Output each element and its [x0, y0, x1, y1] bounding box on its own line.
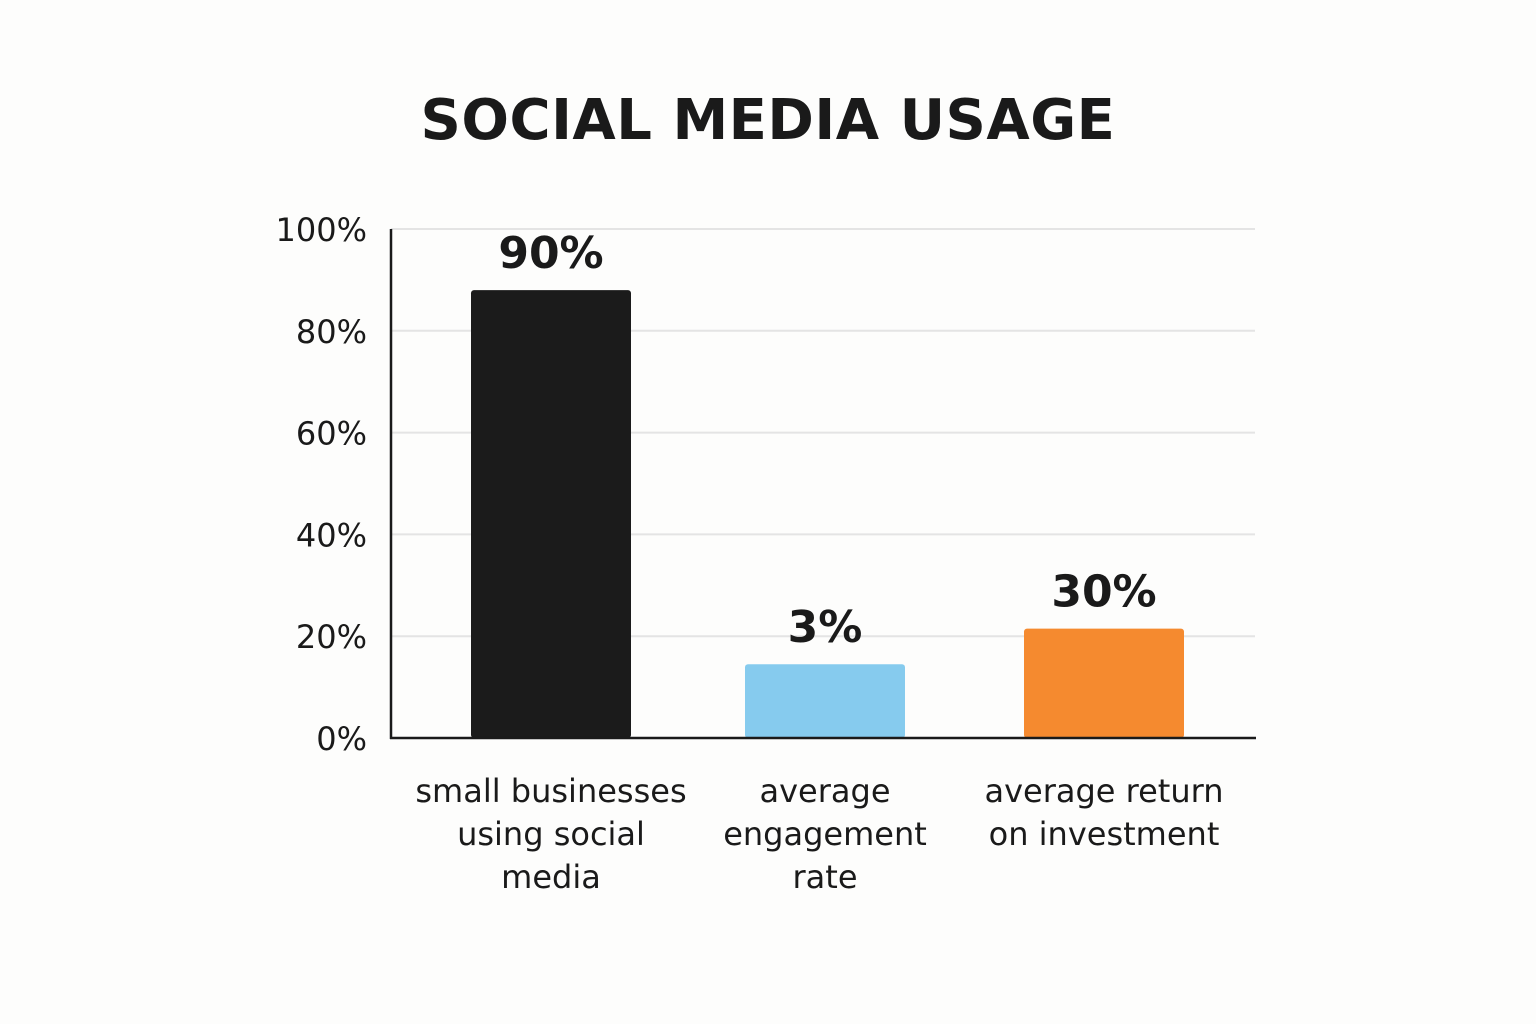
category-label: average return: [984, 772, 1223, 810]
y-tick-label: 100%: [276, 211, 367, 249]
data-label: 30%: [1051, 567, 1156, 618]
category-labels: small businesses using social media average…: [415, 772, 1223, 896]
category-label: engagement: [723, 815, 927, 853]
y-tick-label: 0%: [316, 720, 367, 758]
chart-title: SOCIAL MEDIA USAGE: [420, 88, 1116, 153]
category-label: average: [760, 772, 891, 810]
data-label: 3%: [788, 602, 863, 653]
bar: [471, 290, 631, 738]
category-label: media: [501, 858, 601, 896]
category-label: on investment: [989, 815, 1220, 853]
bar: [1024, 628, 1184, 738]
y-tick-labels: 0% 20% 40% 60% 80% 100%: [276, 211, 367, 758]
y-tick-label: 60%: [296, 415, 367, 453]
data-label: 90%: [498, 228, 603, 279]
category-label: rate: [793, 858, 858, 896]
category-label: using social: [457, 815, 645, 853]
category-label: small businesses: [415, 772, 686, 810]
bar: [745, 664, 905, 738]
data-labels: 90% 3% 30%: [498, 228, 1156, 653]
axes: [389, 229, 1256, 740]
y-tick-label: 40%: [296, 516, 367, 554]
bars: [471, 290, 1184, 738]
y-tick-label: 80%: [296, 313, 367, 351]
y-tick-label: 20%: [296, 618, 367, 656]
